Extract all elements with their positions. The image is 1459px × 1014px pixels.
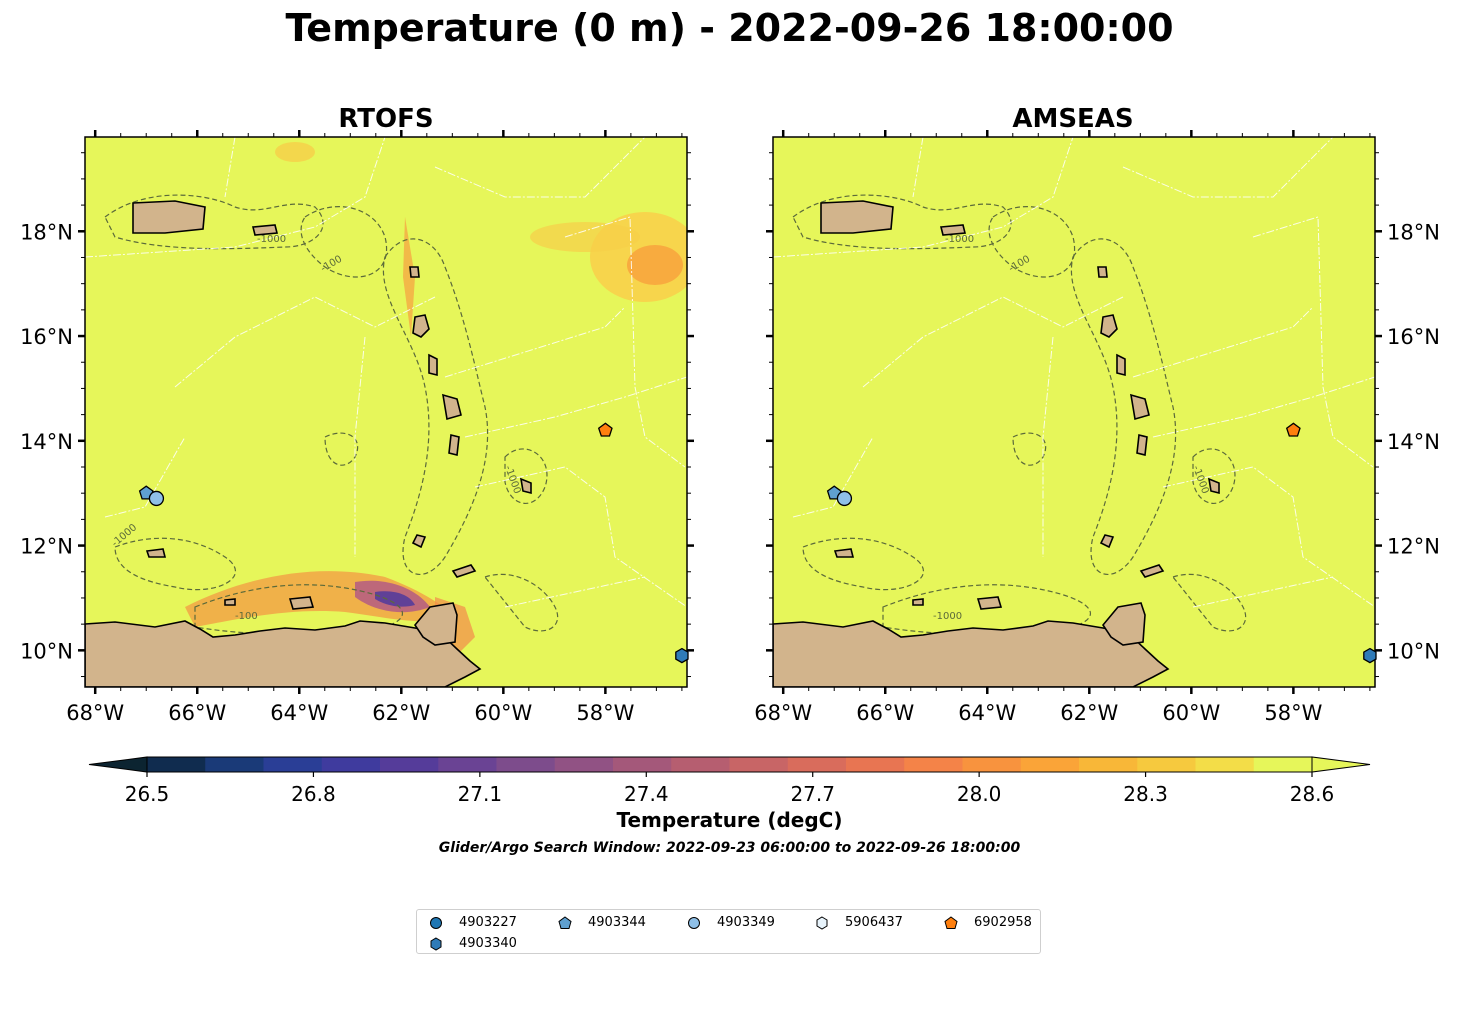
colorbar-frame (146, 756, 1313, 773)
colorbar-label: Temperature (degC) (616, 808, 843, 832)
contour-label: -1000 (933, 611, 962, 622)
contour-label: -100 (235, 611, 258, 622)
legend: 4903227 4903340 4903344 4903349 5906437 … (416, 909, 1041, 954)
colorbar-tick-label: 27.1 (458, 782, 503, 806)
lon-tick-label: 62°W (1060, 701, 1118, 725)
lat-tick-label: 12°N (1387, 535, 1440, 559)
colorbar-bin (1137, 757, 1196, 772)
colorbar-tick-label: 26.8 (291, 782, 336, 806)
legend-label: 4903227 (459, 915, 517, 930)
platform-marker[interactable] (675, 647, 689, 664)
platform-marker[interactable] (148, 490, 165, 507)
colorbar-bin (1195, 757, 1255, 772)
colorbar-extend-max (1311, 756, 1371, 773)
hexagon-marker-icon (430, 937, 442, 951)
platform-marker[interactable] (1363, 647, 1377, 664)
colorbar-bin (438, 757, 497, 772)
lat-tick-label: 10°N (1387, 639, 1440, 663)
colorbar-bin (496, 757, 556, 772)
colorbar-tick-label: 27.4 (624, 782, 669, 806)
lat-tick-label: 16°N (1387, 325, 1440, 349)
warm-anomaly-patch (275, 142, 315, 162)
colorbar-bin (671, 757, 730, 772)
lon-tick-label: 60°W (474, 701, 532, 725)
colorbar-bin (1253, 757, 1313, 772)
warm-anomaly-core (627, 245, 683, 285)
colorbar-bin (729, 757, 789, 772)
lon-tick-label: 60°W (1162, 701, 1220, 725)
panel-title-amseas: AMSEAS (1012, 104, 1133, 134)
colorbar-bin (904, 757, 963, 772)
hexagon-marker-icon (816, 916, 828, 930)
colorbar-bin (380, 757, 439, 772)
colorbar-bin (205, 757, 264, 772)
lat-tick-label: 12°N (20, 535, 73, 559)
colorbar-bin (613, 757, 672, 772)
lon-tick-label: 62°W (372, 701, 430, 725)
rtofs-map-panel: -1000 -100 -1000 -100 -1000 68°W 66°W 64°W… (20, 104, 694, 725)
lat-tick-label: 14°N (1387, 430, 1440, 454)
lon-tick-label: 68°W (66, 701, 124, 725)
contour-label: -1000 (945, 234, 974, 245)
warm-anomaly-patch (530, 222, 640, 252)
colorbar-bin (554, 757, 614, 772)
legend-label: 5906437 (845, 915, 903, 930)
colorbar-tick-label: 28.6 (1290, 782, 1335, 806)
lon-tick-label: 68°W (754, 701, 812, 725)
lon-tick-label: 58°W (576, 701, 634, 725)
map-frame (84, 136, 688, 688)
search-window-text: Glider/Argo Search Window: 2022-09-23 06… (438, 840, 1021, 856)
colorbar: 26.5 26.8 27.1 27.4 27.7 28.0 28.3 28.6 (88, 756, 1371, 806)
legend-label: 4903340 (459, 936, 517, 951)
map-frame (772, 136, 1376, 688)
lon-tick-label: 58°W (1264, 701, 1322, 725)
circle-marker-icon (688, 917, 700, 929)
colorbar-bin (787, 757, 847, 772)
colorbar-extend-min (88, 756, 148, 773)
warm-anomaly-patch (403, 217, 415, 337)
lon-tick-label: 64°W (958, 701, 1016, 725)
lon-tick-label: 66°W (856, 701, 914, 725)
lat-tick-label: 14°N (20, 430, 73, 454)
circle-marker-icon (430, 917, 442, 929)
cool-anomaly-core (375, 591, 415, 607)
legend-label: 6902958 (974, 915, 1032, 930)
platform-marker[interactable] (597, 422, 613, 437)
colorbar-bin (846, 757, 905, 772)
lat-tick-label: 10°N (20, 639, 73, 663)
colorbar-bin (962, 757, 1022, 772)
figure-title: Temperature (0 m) - 2022-09-26 18:00:00 (285, 6, 1174, 50)
colorbar-bin (1020, 757, 1080, 772)
contour-label: -1000 (257, 234, 286, 245)
panel-title-rtofs: RTOFS (338, 104, 433, 134)
lon-tick-label: 64°W (270, 701, 328, 725)
platform-marker[interactable] (1285, 422, 1301, 437)
colorbar-bin (147, 757, 206, 772)
pentagon-marker-icon (558, 916, 572, 929)
colorbar-tick-label: 28.3 (1123, 782, 1168, 806)
lat-tick-label: 16°N (20, 325, 73, 349)
pentagon-marker-icon (944, 916, 958, 929)
legend-label: 4903344 (588, 915, 646, 930)
colorbar-tick-label: 27.7 (790, 782, 835, 806)
lat-tick-label: 18°N (20, 220, 73, 244)
colorbar-bin (321, 757, 381, 772)
platform-marker[interactable] (836, 490, 853, 507)
colorbar-bin (1079, 757, 1138, 772)
lon-tick-label: 66°W (168, 701, 226, 725)
legend-label: 4903349 (717, 915, 775, 930)
amseas-map-panel: -1000 -100 -1000 -1000 68°W 66°W 64°W 62°W 6… (754, 104, 1440, 725)
lat-tick-label: 18°N (1387, 220, 1440, 244)
colorbar-bin (263, 757, 323, 772)
colorbar-tick-label: 28.0 (957, 782, 1002, 806)
colorbar-tick-label: 26.5 (125, 782, 170, 806)
